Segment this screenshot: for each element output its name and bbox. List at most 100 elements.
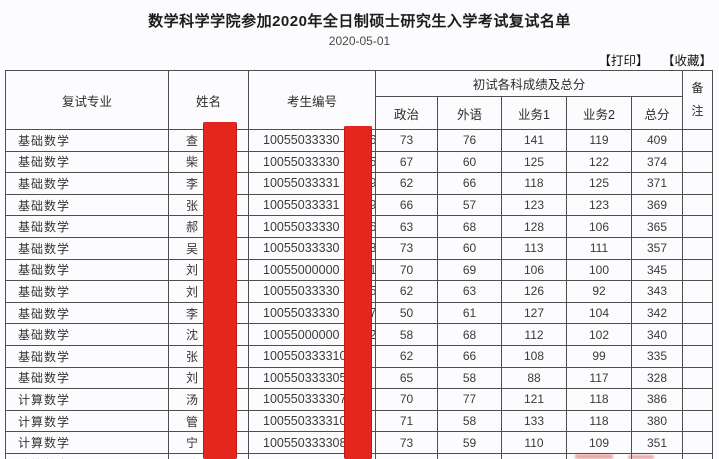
cell-major: 基础数学 bbox=[5, 323, 169, 346]
candidate-no-prefix: 10055000000 bbox=[263, 327, 340, 342]
candidate-no-prefix: 100550333308 bbox=[263, 435, 347, 450]
cell-subject2-score: 118 bbox=[566, 388, 632, 411]
cell-subject1-score: 88 bbox=[501, 366, 567, 390]
cell-remark bbox=[682, 301, 713, 325]
cell-subject1-score: 125 bbox=[501, 150, 567, 174]
cell-remark bbox=[682, 193, 713, 217]
cell-subject1-score: 127 bbox=[501, 301, 567, 325]
cell-foreign-score: 68 bbox=[437, 215, 502, 238]
scan-artifact bbox=[575, 454, 613, 459]
cell-politics-score: 71 bbox=[375, 409, 438, 433]
favorite-link[interactable]: 【收藏】 bbox=[661, 54, 712, 68]
candidate-no-prefix: 10055033330 bbox=[263, 284, 340, 299]
cell-foreign-score: 66 bbox=[437, 172, 502, 195]
cell-subject2-score: 106 bbox=[566, 215, 632, 238]
candidate-no-prefix: 10055033330 bbox=[263, 154, 340, 169]
name-text: 刘 bbox=[186, 284, 199, 299]
cell-subject1-score: 141 bbox=[501, 129, 567, 152]
cell-major: 计算数学 bbox=[5, 409, 169, 433]
cell-total-score: 409 bbox=[631, 129, 683, 152]
col-header-subject1: 业务1 bbox=[501, 96, 567, 130]
cell-subject1-score: 130 bbox=[501, 452, 567, 459]
cell-subject1-score: 113 bbox=[501, 236, 567, 260]
cell-foreign-score: 76 bbox=[437, 129, 502, 152]
col-header-total: 总分 bbox=[631, 96, 683, 130]
cell-remark bbox=[682, 258, 713, 282]
name-text: 汤 bbox=[186, 392, 199, 407]
cell-remark bbox=[682, 452, 713, 459]
candidate-no-prefix: 100550333312 bbox=[263, 457, 346, 459]
cell-remark bbox=[682, 323, 713, 346]
cell-major: 基础数学 bbox=[5, 280, 169, 303]
cell-major: 基础数学 bbox=[5, 236, 169, 260]
candidate-no-prefix: 100550333310 bbox=[263, 414, 347, 429]
cell-politics-score: 62 bbox=[375, 280, 438, 303]
cell-subject2-score: 100 bbox=[566, 258, 632, 282]
cell-total-score: 328 bbox=[631, 366, 683, 390]
cell-subject1-score: 126 bbox=[501, 280, 567, 303]
cell-subject2-score: 99 bbox=[566, 344, 632, 368]
redaction-bar-names bbox=[203, 122, 237, 459]
name-text: 李 bbox=[186, 306, 199, 321]
name-text: 郝 bbox=[186, 220, 199, 235]
cell-foreign-score: 60 bbox=[437, 150, 502, 174]
cell-politics-score: 50 bbox=[375, 301, 438, 325]
cell-remark bbox=[682, 366, 713, 390]
table-row: 基础数学 吴 100550333303 73 60 113 111 357 bbox=[5, 236, 713, 260]
cell-total-score: 345 bbox=[631, 258, 683, 282]
cell-subject2-score: 122 bbox=[566, 150, 632, 174]
cell-foreign-score: 63 bbox=[437, 280, 502, 303]
col-header-subject2: 业务2 bbox=[566, 96, 632, 130]
cell-subject2-score: 119 bbox=[566, 129, 632, 152]
cell-major: 基础数学 bbox=[5, 129, 169, 152]
name-text: 查 bbox=[186, 133, 199, 148]
cell-subject1-score: 133 bbox=[501, 409, 567, 433]
cell-subject2-score: 123 bbox=[566, 193, 632, 217]
cell-foreign-score: 57 bbox=[437, 193, 502, 217]
cell-total-score: 371 bbox=[631, 172, 683, 195]
cell-politics-score: 62 bbox=[375, 344, 438, 368]
cell-politics-score: 70 bbox=[375, 258, 438, 282]
cell-politics-score: 67 bbox=[375, 150, 438, 174]
page-actions: 【打印】 【收藏】 bbox=[588, 50, 712, 69]
cell-major: 基础数学 bbox=[5, 193, 169, 217]
cell-politics-score: 62 bbox=[375, 172, 438, 195]
cell-major: 计算数学 bbox=[5, 452, 169, 459]
cell-major: 基础数学 bbox=[5, 215, 169, 238]
page-date: 2020-05-01 bbox=[328, 34, 391, 48]
cell-politics-score: 66 bbox=[375, 193, 438, 217]
cell-total-score: 342 bbox=[631, 301, 683, 325]
name-text: 孙 bbox=[186, 458, 198, 459]
cell-subject1-score: 110 bbox=[501, 431, 567, 454]
cell-politics-score: 63 bbox=[375, 215, 438, 238]
cell-politics-score: 73 bbox=[375, 431, 438, 454]
cell-foreign-score: 58 bbox=[437, 409, 502, 433]
cell-major: 基础数学 bbox=[5, 344, 169, 368]
cell-remark bbox=[682, 129, 713, 152]
candidate-no-prefix: 10055033330 bbox=[263, 133, 340, 148]
results-table: 复试专业 姓名 考生编号 初试各科成绩及总分 备注 政治 外语 业务1 业务2 … bbox=[5, 70, 713, 459]
print-link[interactable]: 【打印】 bbox=[598, 54, 649, 68]
cell-subject1-score: 118 bbox=[501, 172, 567, 195]
cell-politics-score: 73 bbox=[375, 236, 438, 260]
cell-major: 基础数学 bbox=[5, 172, 169, 195]
cell-total-score: 340 bbox=[631, 323, 683, 346]
candidate-no-prefix: 10055033331 bbox=[263, 198, 340, 213]
cell-subject1-score: 112 bbox=[501, 323, 567, 346]
results-table-wrap: 复试专业 姓名 考生编号 初试各科成绩及总分 备注 政治 外语 业务1 业务2 … bbox=[5, 70, 713, 459]
cell-total-score: 374 bbox=[631, 150, 683, 174]
table-row: 基础数学 柴 100550333305 67 60 125 122 374 bbox=[5, 150, 713, 174]
cell-remark bbox=[682, 150, 713, 174]
cell-subject2-score: 125 bbox=[566, 172, 632, 195]
cell-major: 基础数学 bbox=[5, 366, 169, 390]
cell-remark bbox=[682, 388, 713, 411]
col-header-scores-group: 初试各科成绩及总分 bbox=[375, 70, 683, 97]
cell-major: 基础数学 bbox=[5, 258, 169, 282]
col-header-foreign-language: 外语 bbox=[437, 96, 502, 130]
cell-total-score: 386 bbox=[631, 388, 683, 411]
cell-remark bbox=[682, 236, 713, 260]
scan-artifact bbox=[628, 455, 654, 459]
cell-foreign-score: 60 bbox=[437, 236, 502, 260]
